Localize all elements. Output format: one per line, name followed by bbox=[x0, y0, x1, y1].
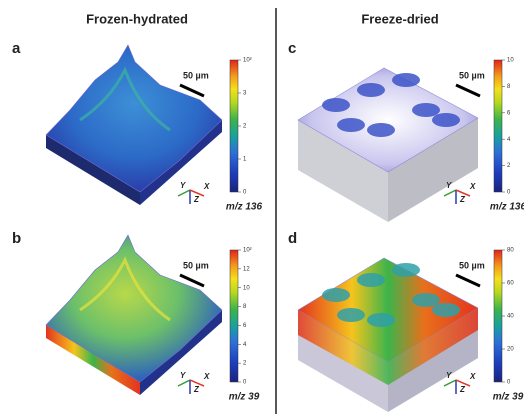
column-title: Freeze-dried bbox=[361, 11, 438, 26]
axis-label: Z bbox=[193, 385, 200, 394]
colorbar-tick-label: 10 bbox=[507, 58, 514, 64]
peak bbox=[412, 103, 440, 117]
peak bbox=[432, 303, 460, 317]
surface bbox=[46, 45, 222, 192]
colorbar-tick-label: 2 bbox=[243, 361, 247, 367]
colorbar bbox=[230, 250, 238, 382]
colorbar-tick-label: 12 bbox=[243, 266, 250, 272]
axis-y bbox=[178, 190, 190, 196]
peak bbox=[322, 288, 350, 302]
axis-label: X bbox=[469, 182, 476, 191]
panel-label: c bbox=[288, 40, 296, 57]
colorbar-tick-label: 10² bbox=[243, 58, 252, 64]
scale-bar-label: 50 µm bbox=[183, 260, 209, 270]
peak bbox=[337, 118, 365, 132]
panel: c 50 µm 10 8 6 4 2 0 m/z 136 YZX bbox=[288, 40, 524, 222]
colorbar-tick-label: 2 bbox=[243, 124, 247, 130]
peak bbox=[357, 83, 385, 97]
colorbar-tick-label: 40 bbox=[507, 314, 514, 320]
ion-label: m/z 39 bbox=[493, 392, 524, 403]
ion-label: m/z 136 bbox=[226, 202, 263, 213]
scale-bar bbox=[456, 85, 480, 96]
axis-label: Y bbox=[446, 371, 452, 380]
colorbar-tick-label: 0 bbox=[243, 190, 247, 196]
scale-bar bbox=[456, 275, 480, 286]
colorbar-tick-label: 6 bbox=[243, 323, 247, 329]
axis-y bbox=[444, 190, 456, 196]
peak bbox=[322, 98, 350, 112]
figure: Frozen-hydrateda50 µm10²3210m/z 136YZXb5… bbox=[0, 0, 524, 414]
colorbar-tick-label: 10 bbox=[243, 285, 250, 291]
peak bbox=[357, 273, 385, 287]
axis-label: Y bbox=[180, 181, 186, 190]
panel-label: d bbox=[288, 230, 297, 247]
colorbar-tick-label: 2 bbox=[507, 163, 511, 169]
ion-label: m/z 39 bbox=[229, 392, 260, 403]
colorbar bbox=[494, 60, 502, 192]
surface bbox=[46, 235, 222, 382]
colorbar-tick-label: 80 bbox=[507, 248, 514, 254]
colorbar-tick-label: 0 bbox=[507, 190, 511, 196]
panel-label: a bbox=[12, 40, 21, 57]
colorbar-tick-label: 60 bbox=[507, 281, 514, 287]
axis-label: Z bbox=[459, 195, 466, 204]
axis-y bbox=[178, 380, 190, 386]
scale-bar-label: 50 µm bbox=[459, 70, 485, 80]
colorbar-tick-label: 0 bbox=[507, 380, 511, 386]
peak bbox=[432, 113, 460, 127]
ion-label: m/z 136 bbox=[490, 202, 524, 213]
colorbar-tick-label: 1 bbox=[243, 157, 247, 163]
peak bbox=[367, 313, 395, 327]
peak bbox=[337, 308, 365, 322]
peak bbox=[392, 263, 420, 277]
axis-label: X bbox=[203, 372, 210, 381]
axis-label: X bbox=[469, 372, 476, 381]
panel: a 50 µm 10² 3 2 1 0 m/z 136 YZX bbox=[12, 40, 263, 213]
axis-y bbox=[444, 380, 456, 386]
colorbar-tick-label: 10² bbox=[243, 248, 252, 254]
colorbar-tick-label: 6 bbox=[507, 110, 511, 116]
panel: b 50 µm 10² 12 10 8 6 4 2 0 m/z 39 YZX bbox=[12, 230, 260, 403]
peak bbox=[392, 73, 420, 87]
scale-bar-label: 50 µm bbox=[459, 260, 485, 270]
colorbar-tick-label: 4 bbox=[507, 137, 511, 143]
colorbar bbox=[230, 60, 238, 192]
axis-label: Z bbox=[459, 385, 466, 394]
colorbar-tick-label: 20 bbox=[507, 347, 514, 353]
column-title: Frozen-hydrated bbox=[86, 11, 188, 26]
colorbar-tick-label: 4 bbox=[243, 342, 247, 348]
peak bbox=[412, 293, 440, 307]
colorbar-tick-label: 3 bbox=[243, 91, 247, 97]
axis-label: Y bbox=[180, 371, 186, 380]
axis-label: X bbox=[203, 182, 210, 191]
peak bbox=[367, 123, 395, 137]
axis-label: Z bbox=[193, 195, 200, 204]
panel-label: b bbox=[12, 230, 21, 247]
colorbar-tick-label: 8 bbox=[243, 304, 247, 310]
panel: d 50 µm 80 60 40 20 0 m/z 39 YZX bbox=[288, 230, 524, 412]
colorbar-tick-label: 8 bbox=[507, 84, 511, 90]
colorbar bbox=[494, 250, 502, 382]
colorbar-tick-label: 0 bbox=[243, 380, 247, 386]
axis-label: Y bbox=[446, 181, 452, 190]
scale-bar-label: 50 µm bbox=[183, 70, 209, 80]
